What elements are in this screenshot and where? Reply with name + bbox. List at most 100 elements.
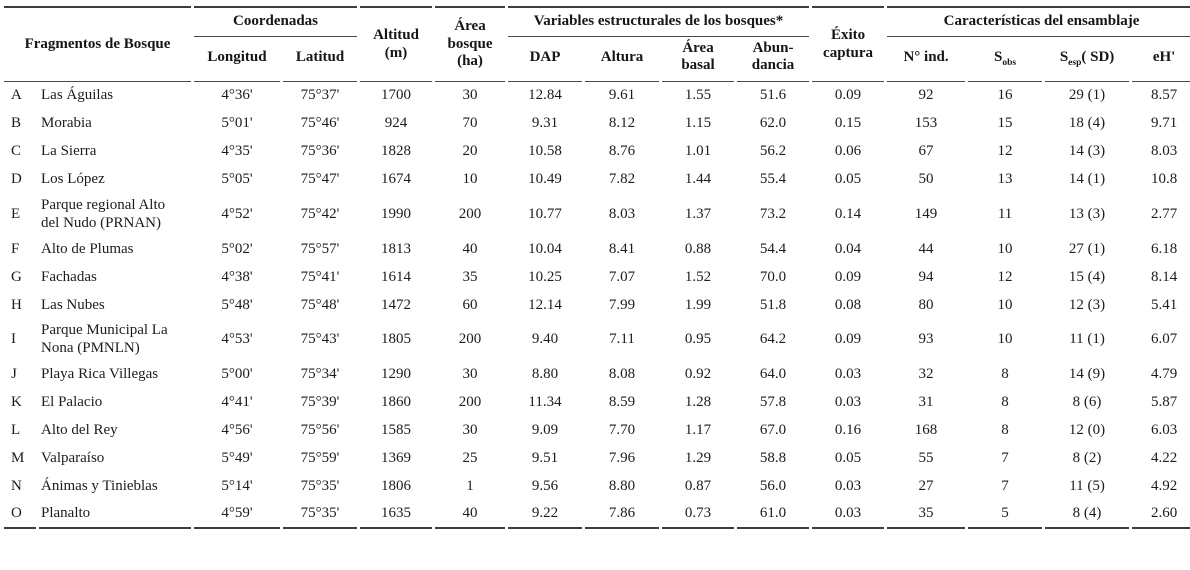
s-esp-value: 14 (3): [1068, 143, 1106, 160]
latitude-value: 75°37': [300, 87, 340, 104]
fragment-name: Los López: [41, 171, 105, 188]
fragment-name: Playa Rica Villegas: [41, 365, 159, 382]
forest-fragments-table: Fragmentos de Bosque Coordenadas Altitud…: [1, 6, 1190, 529]
altitude-value: 924: [384, 115, 408, 132]
altitude-value: 1585: [381, 421, 412, 438]
col-header-longitude: Longitud: [194, 37, 280, 83]
longitude-value: 4°35': [221, 143, 253, 160]
s-obs-value: 10: [997, 331, 1013, 348]
forest-area-value: 20: [462, 143, 478, 160]
height-value: 8.76: [608, 143, 636, 160]
fragment-name: Parque regional Alto del Nudo (PRNAN): [41, 197, 166, 231]
s-esp-sd-label: ( SD): [1081, 48, 1115, 65]
eh-value: 4.92: [1150, 477, 1178, 494]
basal-area-value: 1.29: [684, 449, 712, 466]
longitude-value: 4°56': [221, 421, 253, 438]
dap-value: 10.58: [528, 143, 562, 160]
dap-value: 8.80: [531, 365, 559, 382]
height-value: 7.70: [608, 421, 636, 438]
n-ind-value: 55: [918, 449, 934, 466]
fragment-id: L: [11, 421, 21, 438]
altitude-value: 1614: [381, 268, 412, 285]
height-value: 7.86: [585, 501, 660, 529]
s-obs-value: 16: [997, 87, 1013, 104]
fragment-id: F: [11, 240, 20, 257]
latitude-value: 75°42': [300, 205, 340, 222]
abundance-value: 70.0: [759, 268, 787, 285]
n-ind-value: 32: [918, 365, 934, 382]
dap-value: 9.31: [531, 115, 559, 132]
fragment-name: La Sierra: [41, 143, 97, 160]
col-header-abundance: Abun-dancia: [737, 37, 810, 83]
col-header-s-obs: Sobs: [968, 37, 1043, 83]
height-value: 8.59: [608, 393, 636, 410]
altitude-value: 1674: [381, 171, 412, 188]
abundance-value: 67.0: [759, 421, 787, 438]
col-header-latitude: Latitud: [283, 37, 358, 83]
altitude-value: 1700: [381, 87, 412, 104]
n-ind-value: 50: [918, 171, 934, 188]
eh-value: 5.87: [1150, 393, 1178, 410]
s-esp-value: 15 (4): [1068, 268, 1106, 285]
table-row: G Fachadas 4°38' 75°41' 1614 35 10.25 7.…: [4, 263, 1190, 291]
altitude-value: 1828: [381, 143, 412, 160]
fragment-name: Planalto: [39, 501, 191, 529]
s-esp-value: 8 (4): [1045, 501, 1130, 529]
height-value: 8.41: [608, 240, 636, 257]
capture-success-value: 0.09: [834, 268, 862, 285]
fragment-id: N: [11, 477, 22, 494]
forest-area-value: 10: [462, 171, 478, 188]
s-obs-value: 12: [997, 143, 1013, 160]
table-row: M Valparaíso 5°49' 75°59' 1369 25 9.51 7…: [4, 445, 1190, 473]
basal-area-value: 1.17: [684, 421, 712, 438]
forest-area-value: 200: [458, 393, 482, 410]
n-ind-value: 94: [918, 268, 934, 285]
table-row: N Ánimas y Tinieblas 5°14' 75°35' 1806 1…: [4, 473, 1190, 501]
table-row: L Alto del Rey 4°56' 75°56' 1585 30 9.09…: [4, 417, 1190, 445]
dap-value: 10.77: [528, 205, 562, 222]
s-esp-value: 12 (0): [1068, 421, 1106, 438]
height-value: 8.03: [608, 205, 636, 222]
abundance-value: 57.8: [759, 393, 787, 410]
table-row: H Las Nubes 5°48' 75°48' 1472 60 12.14 7…: [4, 291, 1190, 319]
table-row: O Planalto 4°59' 75°35' 1635 40 9.22 7.8…: [4, 501, 1190, 529]
eh-value: 6.07: [1150, 331, 1178, 348]
fragment-name: Alto de Plumas: [41, 240, 134, 257]
latitude-value: 75°43': [300, 331, 340, 348]
s-esp-subscript: esp: [1068, 57, 1082, 68]
capture-success-value: 0.09: [834, 87, 862, 104]
table-header: Fragmentos de Bosque Coordenadas Altitud…: [4, 6, 1190, 83]
forest-area-value: 30: [462, 87, 478, 104]
n-ind-value: 149: [914, 205, 938, 222]
latitude-value: 75°35': [300, 477, 340, 494]
s-obs-value: 8: [1001, 421, 1009, 438]
altitude-value: 1369: [381, 449, 412, 466]
latitude-value: 75°36': [300, 143, 340, 160]
table-row: J Playa Rica Villegas 5°00' 75°34' 1290 …: [4, 361, 1190, 389]
basal-area-value: 1.44: [684, 171, 712, 188]
altitude-value: 1813: [381, 240, 412, 257]
latitude-value: 75°34': [300, 365, 340, 382]
forest-area-value: 70: [462, 115, 478, 132]
table-row: B Morabia 5°01' 75°46' 924 70 9.31 8.12 …: [4, 110, 1190, 138]
latitude-value: 75°41': [300, 268, 340, 285]
col-header-height: Altura: [585, 37, 660, 83]
fragment-name: Parque Municipal La Nona (PMNLN): [41, 322, 168, 357]
abundance-value: 51.6: [759, 87, 787, 104]
n-ind-value: 31: [918, 393, 934, 410]
fragment-id: D: [11, 171, 22, 188]
forest-area-value: 25: [462, 449, 478, 466]
longitude-value: 4°41': [221, 393, 253, 410]
col-header-structural-vars: Variables estructurales de los bosques*: [508, 6, 810, 37]
s-esp-value: 8 (2): [1072, 449, 1102, 466]
basal-area-value: 1.01: [684, 143, 712, 160]
fragment-id: E: [11, 205, 21, 222]
abundance-value: 56.0: [759, 477, 787, 494]
col-header-fragments: Fragmentos de Bosque: [4, 6, 191, 83]
dap-value: 10.49: [528, 171, 562, 188]
abundance-value: 61.0: [737, 501, 810, 529]
fragment-id: C: [11, 143, 22, 160]
col-header-basal-area: Área basal: [662, 37, 735, 83]
fragment-name: Ánimas y Tinieblas: [41, 477, 158, 494]
dap-value: 12.84: [528, 87, 562, 104]
